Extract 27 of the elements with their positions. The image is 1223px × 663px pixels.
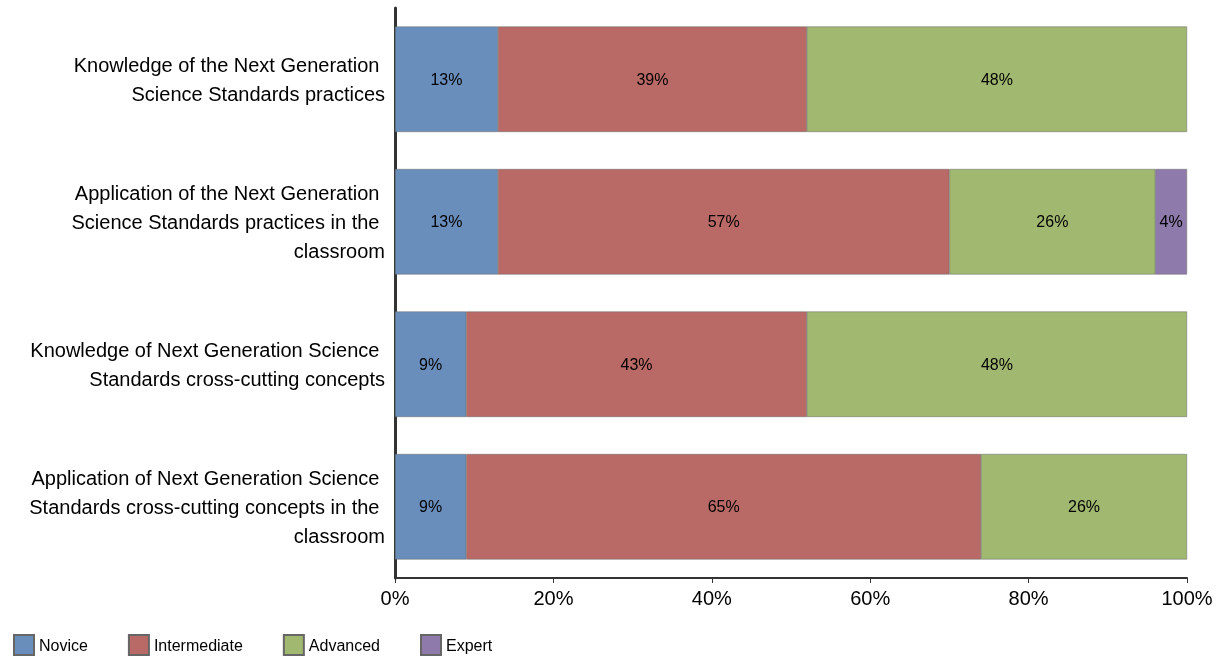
data-label: 48%: [980, 70, 1013, 88]
data-label: 26%: [1036, 213, 1069, 231]
data-label: 57%: [707, 213, 740, 231]
x-tick-label: 80%: [1008, 587, 1049, 609]
data-label: 48%: [980, 355, 1013, 373]
data-label: 13%: [430, 70, 463, 88]
y-tick-label: Application of the Next Generation Science Standards practices in the classroom: [71, 181, 385, 262]
y-tick-label: Application of Next Generation Science Standards cross-cutting concepts in the classroom: [29, 466, 385, 547]
data-label: 26%: [1068, 498, 1101, 516]
data-label: 43%: [620, 355, 653, 373]
legend-label: Novice: [39, 636, 89, 654]
legend-label: Expert: [446, 636, 493, 654]
data-label: 39%: [636, 70, 669, 88]
data-label: 65%: [707, 498, 740, 516]
legend-label: Advanced: [308, 636, 381, 654]
data-label: 9%: [419, 355, 443, 373]
x-tick-label: 100%: [1161, 587, 1213, 609]
data-label: 4%: [1159, 213, 1183, 231]
y-tick-label: Knowledge of the Next Generation Science Standards practices: [73, 53, 385, 105]
x-tick-label: 20%: [533, 587, 574, 609]
y-tick-label: Knowledge of Next Generation Science Standards cross-cutting concepts: [30, 338, 385, 390]
legend-label: Intermediate: [153, 636, 243, 654]
x-tick-label: 40%: [691, 587, 733, 609]
data-label: 13%: [430, 213, 463, 231]
x-tick-label: 0%: [380, 587, 410, 609]
x-tick-label: 60%: [850, 587, 891, 609]
data-label: 9%: [419, 498, 443, 516]
